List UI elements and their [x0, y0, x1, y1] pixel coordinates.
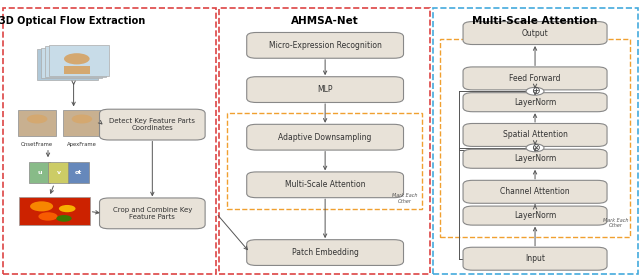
Circle shape [38, 212, 58, 221]
Text: Micro-Expression Recognition: Micro-Expression Recognition [269, 41, 381, 50]
Text: OnsetFrame: OnsetFrame [21, 142, 53, 146]
Bar [3, 8, 216, 274]
FancyBboxPatch shape [37, 49, 98, 80]
FancyBboxPatch shape [247, 240, 404, 265]
FancyBboxPatch shape [463, 22, 607, 45]
FancyBboxPatch shape [463, 206, 607, 225]
Text: Output: Output [522, 29, 548, 38]
Text: Crop and Combine Key
Feature Parts: Crop and Combine Key Feature Parts [113, 207, 192, 220]
Text: ⊕: ⊕ [531, 86, 540, 96]
Circle shape [56, 215, 72, 222]
Polygon shape [64, 66, 90, 74]
Circle shape [30, 201, 53, 211]
Text: u: u [37, 170, 42, 175]
Circle shape [59, 205, 76, 212]
Text: Input: Input [525, 254, 545, 263]
FancyBboxPatch shape [463, 123, 607, 146]
Text: ⊗: ⊗ [531, 143, 540, 153]
Bar [227, 113, 422, 209]
Text: 3D Optical Flow Extraction: 3D Optical Flow Extraction [0, 16, 145, 26]
Text: ot: ot [74, 170, 82, 175]
FancyBboxPatch shape [49, 45, 109, 76]
FancyBboxPatch shape [463, 149, 607, 168]
Text: Detect Key Feature Parts
Coordinates: Detect Key Feature Parts Coordinates [109, 118, 195, 131]
FancyBboxPatch shape [41, 48, 102, 78]
FancyBboxPatch shape [463, 180, 607, 203]
FancyBboxPatch shape [45, 46, 106, 77]
FancyBboxPatch shape [29, 162, 51, 183]
FancyBboxPatch shape [49, 162, 69, 183]
Bar [440, 39, 630, 237]
FancyBboxPatch shape [99, 109, 205, 140]
Text: Mark Each
Other: Mark Each Other [603, 218, 628, 228]
Bar [433, 8, 638, 274]
Circle shape [27, 115, 47, 123]
FancyBboxPatch shape [463, 247, 607, 270]
FancyBboxPatch shape [247, 172, 404, 198]
Text: LayerNorm: LayerNorm [514, 98, 556, 107]
Text: Feed Forward: Feed Forward [509, 74, 561, 83]
FancyBboxPatch shape [18, 110, 56, 136]
FancyBboxPatch shape [247, 124, 404, 150]
Text: Multi-Scale Attention: Multi-Scale Attention [472, 16, 598, 26]
Text: Adaptive Downsampling: Adaptive Downsampling [278, 133, 372, 142]
Text: v: v [57, 170, 61, 175]
Circle shape [526, 144, 544, 152]
Circle shape [64, 53, 90, 64]
Circle shape [526, 87, 544, 95]
FancyBboxPatch shape [99, 198, 205, 229]
FancyBboxPatch shape [247, 32, 404, 58]
Text: LayerNorm: LayerNorm [514, 211, 556, 220]
Text: Mark Each
Other: Mark Each Other [392, 193, 417, 204]
Circle shape [72, 115, 92, 123]
Text: ApexFrame: ApexFrame [67, 142, 97, 146]
Text: MLP: MLP [317, 85, 333, 94]
FancyBboxPatch shape [463, 67, 607, 90]
Text: LayerNorm: LayerNorm [514, 154, 556, 163]
FancyBboxPatch shape [68, 162, 89, 183]
Text: Multi-Scale Attention: Multi-Scale Attention [285, 180, 365, 189]
FancyBboxPatch shape [247, 77, 404, 102]
Bar [219, 8, 430, 274]
Text: Spatial Attention: Spatial Attention [502, 130, 568, 139]
Text: Channel Attention: Channel Attention [500, 187, 570, 196]
FancyBboxPatch shape [63, 110, 101, 136]
FancyBboxPatch shape [463, 93, 607, 112]
FancyBboxPatch shape [19, 197, 90, 225]
Text: Patch Embedding: Patch Embedding [292, 248, 358, 257]
Text: AHMSA-Net: AHMSA-Net [291, 16, 359, 26]
